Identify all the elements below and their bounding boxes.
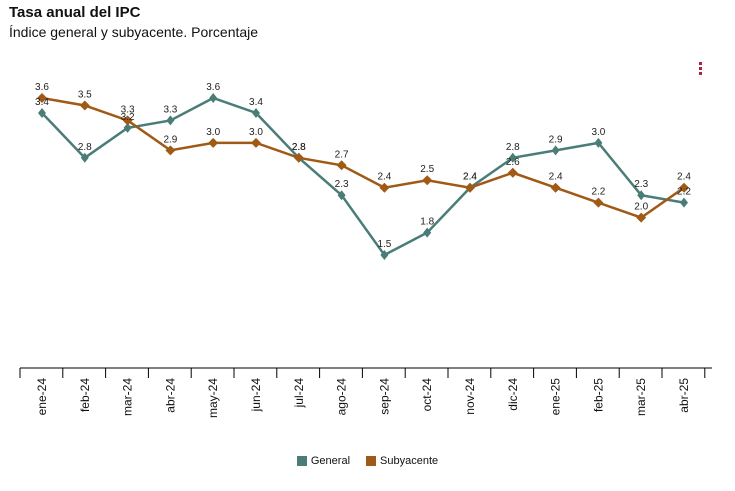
data-label-general: 2.8 (292, 142, 306, 153)
series-line-general (41, 96, 685, 257)
data-point-subyacente (550, 182, 561, 193)
data-label-subyacente: 2.9 (163, 134, 177, 145)
data-point-general (123, 122, 132, 133)
x-tick-label: dic-24 (506, 378, 520, 411)
data-label-general: 2.4 (463, 172, 477, 183)
data-label-general: 2.3 (335, 179, 349, 190)
x-tick-label: jun-24 (249, 378, 263, 413)
x-tick-label: oct-24 (420, 378, 434, 412)
data-point-general (423, 227, 432, 238)
data-label-subyacente: 2.7 (335, 149, 349, 160)
data-point-subyacente (37, 93, 47, 103)
legend-label-subyacente: Subyacente (380, 455, 439, 467)
legend-swatch-general (296, 456, 307, 466)
data-label-subyacente: 2.4 (677, 172, 691, 183)
chart-subtitle: Índice general y subyacente. Porcentaje (9, 24, 259, 40)
data-label-subyacente: 2.8 (292, 142, 306, 153)
chart-legend: General Subyacente (0, 455, 735, 467)
data-point-subyacente (251, 137, 261, 148)
data-point-general (594, 137, 603, 148)
x-tick-label: may-24 (206, 378, 220, 418)
legend-swatch-subyacente (366, 456, 377, 466)
data-label-general: 3.2 (121, 112, 135, 123)
data-point-general (637, 190, 646, 201)
data-point-subyacente (465, 182, 475, 193)
data-label-subyacente: 2.4 (463, 172, 477, 183)
legend-item-subyacente[interactable]: Subyacente (366, 455, 438, 467)
x-tick-label: feb-25 (591, 378, 605, 412)
data-label-subyacente: 3.3 (121, 104, 135, 115)
data-label-general: 2.3 (634, 179, 648, 190)
x-tick-label: abr-24 (163, 378, 177, 413)
data-label-general: 3.6 (206, 82, 220, 93)
series-line-subyacente (41, 96, 685, 220)
data-point-general (166, 115, 175, 126)
data-point-subyacente (379, 182, 390, 193)
data-label-general: 2.2 (677, 187, 691, 198)
data-point-general (80, 152, 89, 163)
data-point-general (252, 107, 260, 118)
data-point-general (209, 93, 218, 103)
data-point-general (38, 107, 46, 118)
data-label-subyacente: 3.5 (78, 89, 92, 100)
x-tick-label: ene-24 (35, 378, 49, 416)
data-label-subyacente: 2.5 (420, 164, 434, 175)
x-tick-label: jul-24 (292, 378, 306, 409)
data-label-subyacente: 2.0 (634, 202, 648, 213)
data-label-general: 2.8 (78, 142, 92, 153)
data-point-subyacente (122, 115, 133, 126)
data-label-general: 2.9 (549, 134, 563, 145)
data-point-subyacente (208, 137, 219, 148)
data-label-general: 3.4 (35, 97, 49, 108)
data-point-subyacente (422, 175, 433, 186)
legend-item-general[interactable]: General (296, 455, 351, 467)
data-label-subyacente: 2.4 (377, 172, 391, 183)
data-point-subyacente (336, 160, 347, 171)
data-point-subyacente (636, 212, 647, 223)
data-point-subyacente (593, 197, 604, 208)
data-label-general: 1.8 (420, 217, 434, 228)
data-point-subyacente (507, 167, 518, 178)
line-chart: ene-24 feb-24 mar-24 abr-24 may-24 jun-24 jul-… (19, 82, 712, 418)
data-label-subyacente: 3.6 (35, 82, 49, 93)
data-label-subyacente: 3.0 (206, 127, 220, 138)
x-tick-label: ago-24 (335, 378, 349, 416)
x-tick-label: sep-24 (377, 378, 391, 415)
data-point-subyacente (165, 145, 176, 156)
x-tick-label: mar-24 (121, 378, 135, 416)
data-label-general: 3.3 (163, 104, 177, 115)
x-tick-label: ene-25 (549, 378, 563, 416)
data-point-subyacente (79, 100, 90, 111)
legend-label-general: General (310, 455, 351, 467)
data-label-general: 3.4 (249, 97, 263, 108)
data-point-subyacente (679, 182, 689, 193)
data-point-general (508, 152, 517, 163)
data-label-subyacente: 3.0 (249, 127, 263, 138)
data-label-subyacente: 2.4 (549, 172, 563, 183)
data-point-general (680, 197, 688, 208)
data-label-general: 2.8 (506, 142, 520, 153)
data-point-subyacente (293, 152, 304, 163)
chart-menu-icon[interactable] (695, 62, 705, 78)
data-label-subyacente: 2.2 (591, 187, 605, 198)
data-label-general: 1.5 (377, 239, 391, 250)
data-point-general (337, 190, 346, 201)
data-label-subyacente: 2.6 (506, 157, 520, 168)
x-tick-label: abr-25 (677, 378, 691, 413)
x-tick-label: feb-24 (78, 378, 92, 412)
x-tick-label: mar-25 (634, 378, 648, 416)
data-point-general (551, 145, 560, 156)
data-point-general (380, 249, 389, 260)
data-label-general: 3.0 (591, 127, 605, 138)
x-tick-label: nov-24 (463, 378, 477, 415)
chart-title: Tasa anual del IPC (9, 4, 141, 21)
